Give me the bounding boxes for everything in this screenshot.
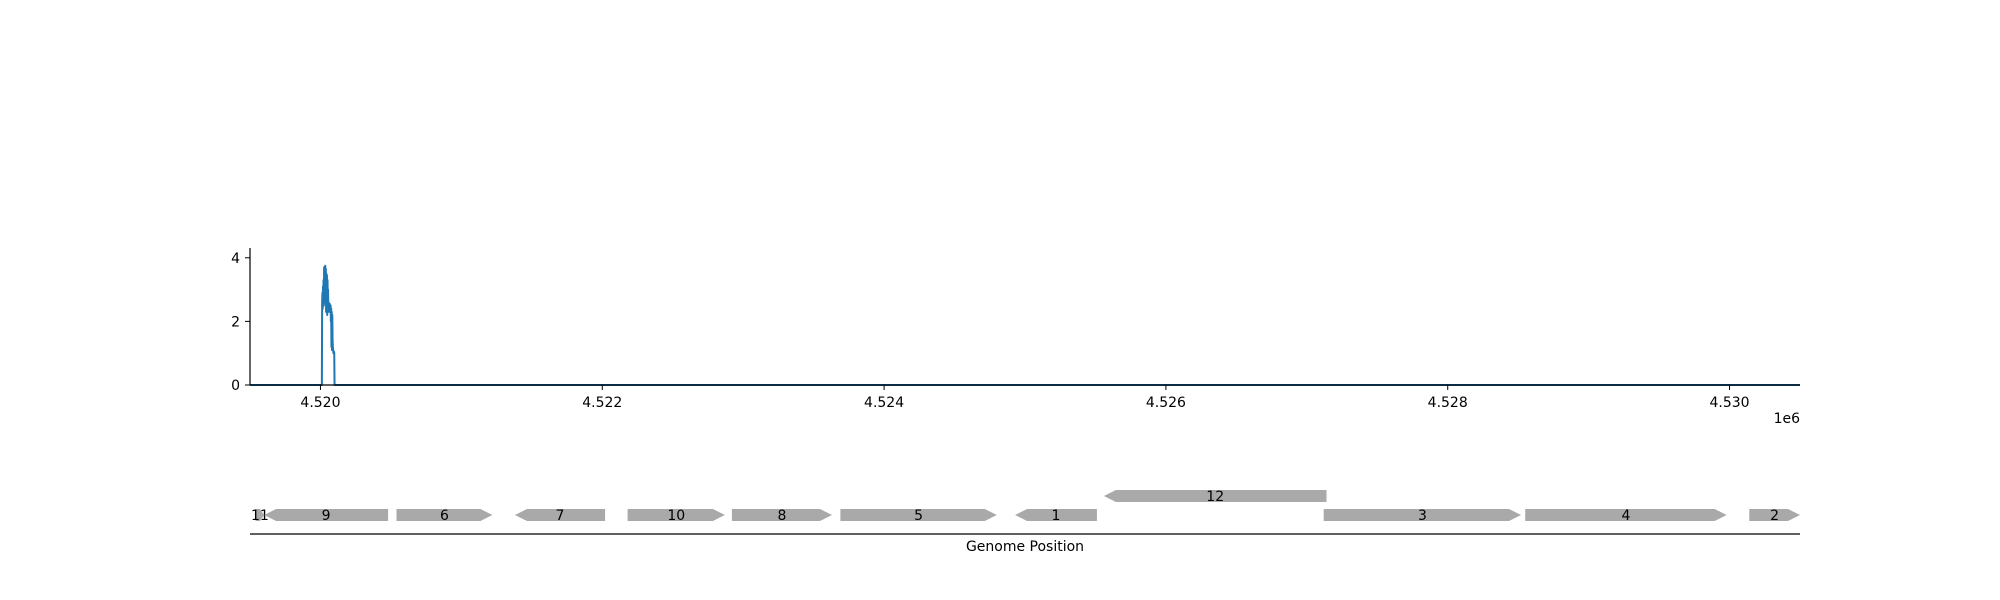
x-ticks: 4.520 4.522 4.524 4.526 4.528 4.530 [300, 385, 1750, 411]
x-tick-label: 4.524 [864, 395, 904, 411]
gene-arrow [840, 509, 997, 521]
y-ticks: 0 2 4 [231, 251, 250, 394]
gene-arrow [396, 509, 493, 521]
gene-label: 5 [914, 508, 923, 524]
gene-label: 10 [667, 508, 685, 524]
gene-arrow [514, 509, 606, 521]
gene-arrow [627, 509, 725, 521]
y-tick-label: 2 [231, 314, 240, 330]
gene-arrow [1015, 509, 1097, 521]
gene-arrow [1323, 509, 1521, 521]
x-tick-label: 4.526 [1146, 395, 1186, 411]
y-tick-label: 0 [231, 378, 240, 394]
coverage-line-layer [250, 264, 1800, 386]
gene-label: 12 [1206, 489, 1224, 505]
y-tick-label: 4 [231, 251, 240, 267]
gene-label: 8 [777, 508, 786, 524]
gene-arrow [731, 509, 832, 521]
gene-label: 11 [251, 508, 269, 524]
gene-track-xlabel: Genome Position [966, 539, 1084, 555]
gene-label: 6 [440, 508, 449, 524]
x-tick-label: 4.528 [1428, 395, 1468, 411]
gene-arrow [1103, 490, 1327, 502]
gene-label: 4 [1622, 508, 1631, 524]
gene-label: 7 [556, 508, 565, 524]
x-tick-label: 4.522 [582, 395, 622, 411]
gene-label: 2 [1770, 508, 1779, 524]
gene-label: 3 [1418, 508, 1427, 524]
gene-label: 9 [322, 508, 331, 524]
gene-label: 1 [1052, 508, 1061, 524]
coverage-plot: 4.520 4.522 4.524 4.526 4.528 4.530 0 2 4 1e6 [231, 248, 1800, 427]
coverage-line [250, 264, 1800, 386]
gene-arrow [255, 509, 265, 521]
gene-arrow [1749, 509, 1800, 521]
gene-arrow [1525, 509, 1727, 521]
gene-arrow [264, 509, 389, 521]
x-tick-label: 4.530 [1709, 395, 1749, 411]
x-offset-text: 1e6 [1774, 411, 1801, 427]
genes-layer: 11 9 6 7 10 8 5 1 12 3 4 2 [251, 489, 1800, 524]
x-tick-label: 4.520 [300, 395, 340, 411]
gene-track: 11 9 6 7 10 8 5 1 12 3 4 2 Genome Position [250, 489, 1800, 555]
